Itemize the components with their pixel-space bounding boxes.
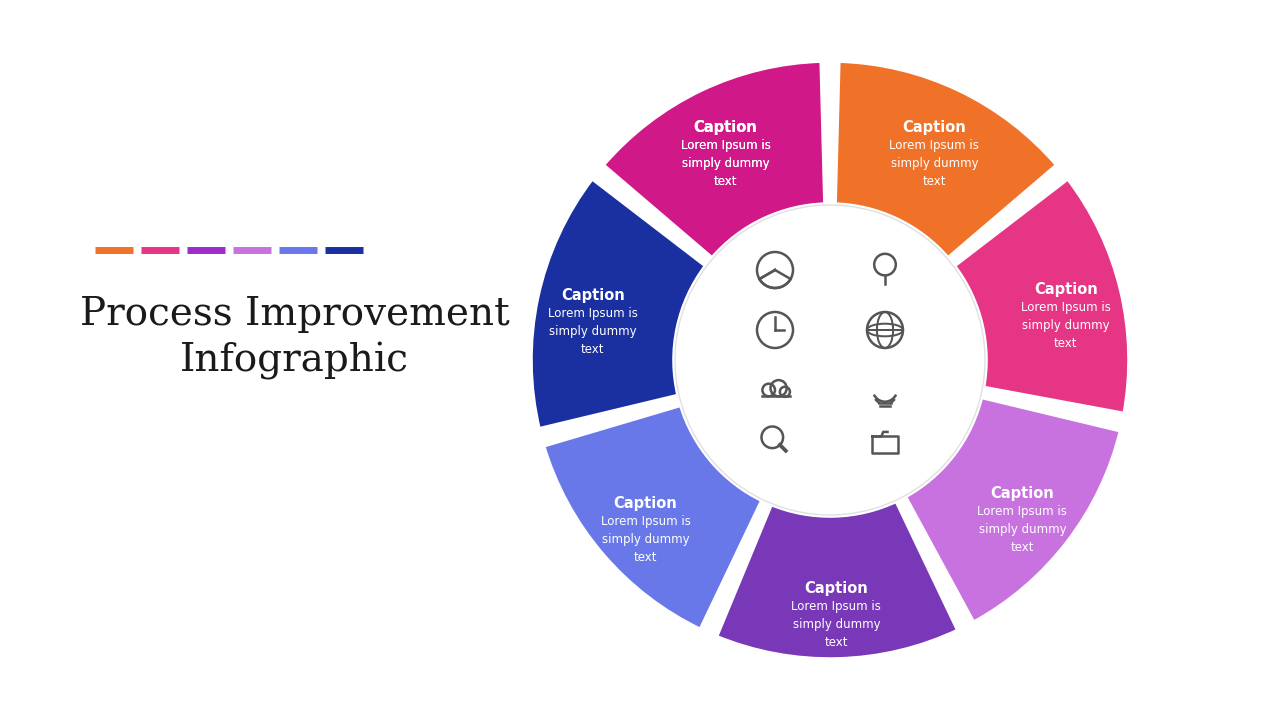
Wedge shape <box>602 60 826 259</box>
Wedge shape <box>904 396 1121 624</box>
Text: Lorem Ipsum is
simply dummy
text: Lorem Ipsum is simply dummy text <box>600 515 690 564</box>
Text: Lorem Ipsum is
simply dummy
text: Lorem Ipsum is simply dummy text <box>548 307 637 356</box>
Text: Caption: Caption <box>902 120 966 135</box>
Text: Lorem Ipsum is
simply dummy
text: Lorem Ipsum is simply dummy text <box>791 600 882 649</box>
Wedge shape <box>602 60 826 259</box>
Text: Caption: Caption <box>804 581 868 596</box>
Text: Lorem Ipsum is
simply dummy
text: Lorem Ipsum is simply dummy text <box>1021 301 1111 350</box>
Wedge shape <box>543 404 763 631</box>
Wedge shape <box>716 500 959 660</box>
Wedge shape <box>835 60 1059 259</box>
Text: Caption: Caption <box>613 496 677 511</box>
Circle shape <box>675 205 986 515</box>
Text: Caption: Caption <box>1034 282 1098 297</box>
Text: Lorem Ipsum is
simply dummy
text: Lorem Ipsum is simply dummy text <box>681 139 771 188</box>
Wedge shape <box>954 177 1130 415</box>
Text: Process Improvement
Infographic: Process Improvement Infographic <box>79 297 509 380</box>
Wedge shape <box>530 177 707 430</box>
Text: Lorem Ipsum is
simply dummy
text: Lorem Ipsum is simply dummy text <box>978 505 1068 554</box>
Text: Caption: Caption <box>991 486 1055 501</box>
Text: Caption: Caption <box>694 120 758 135</box>
Text: Caption: Caption <box>694 120 758 135</box>
Text: Lorem Ipsum is
simply dummy
text: Lorem Ipsum is simply dummy text <box>890 139 979 188</box>
Text: Lorem Ipsum is
simply dummy
text: Lorem Ipsum is simply dummy text <box>681 139 771 188</box>
Text: Caption: Caption <box>561 288 625 303</box>
